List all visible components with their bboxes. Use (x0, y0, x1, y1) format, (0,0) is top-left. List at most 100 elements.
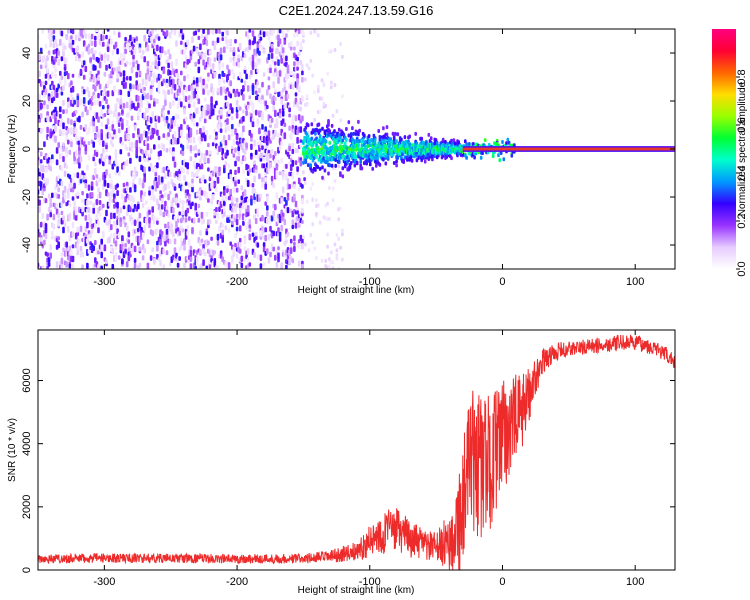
spectrogram-cell (173, 247, 177, 255)
spectrogram-cell (335, 232, 339, 237)
spectrogram-cell (184, 181, 188, 186)
spectrogram-cell (335, 248, 339, 253)
spectrogram-cell (70, 93, 73, 98)
spectrogram-cell (145, 149, 148, 157)
spectrogram-cell (465, 155, 468, 160)
spectrogram-cell (318, 134, 322, 139)
spectrogram-cell (226, 75, 229, 81)
spectrogram-cell (246, 180, 250, 187)
spectrogram-cell (285, 239, 288, 244)
spectrogram-cell (296, 73, 299, 81)
spectrogram-cell (86, 199, 89, 207)
spectrogram-cell (51, 230, 54, 238)
spectrogram-cell (275, 192, 279, 200)
spectrogram-cell (74, 55, 78, 62)
x-tick-label: -200 (226, 276, 248, 288)
spectrogram-cell (385, 125, 389, 130)
spectrogram-cell (55, 92, 59, 98)
spectrogram-cell (267, 35, 271, 41)
spectrogram-cell (71, 29, 75, 35)
spectrogram-cell (253, 175, 256, 183)
spectrogram-cell (322, 83, 326, 87)
spectrogram-cell (286, 64, 290, 71)
spectrogram-cell (278, 38, 282, 45)
spectrogram-cell (60, 252, 64, 257)
spectrogram-cell (293, 46, 296, 51)
spectrogram-cell (221, 236, 224, 243)
spectrogram-cell (281, 186, 285, 194)
spectrogram-cell (299, 126, 303, 133)
spectrogram-cell (119, 104, 123, 109)
spectrogram-cell (243, 237, 247, 245)
spectrogram-cell (253, 160, 256, 165)
spectrogram-cell (84, 65, 88, 73)
y-tick-label: 0 (21, 567, 33, 573)
spectrogram-cell (137, 115, 140, 121)
spectrogram-cell (203, 179, 207, 184)
spectrogram-cell (97, 70, 100, 75)
spectrogram-cell (491, 154, 495, 159)
spectrogram-cell (110, 224, 113, 231)
spectrogram-cell (286, 195, 290, 201)
spectrogram-cell (114, 240, 118, 247)
spectrogram-cell (207, 240, 210, 246)
spectrogram-y-label: Frequency (Hz) (7, 115, 18, 184)
spectrogram-cell (333, 242, 337, 247)
spectrogram-cell (162, 133, 166, 138)
spectrogram-cell (98, 139, 102, 146)
spectrogram-cell (52, 213, 56, 221)
spectrogram-cell (189, 127, 193, 134)
spectrogram-cell (262, 163, 266, 169)
spectrogram-cell (207, 89, 210, 96)
spectrogram-cell (186, 162, 189, 170)
spectrogram-cell (140, 102, 143, 108)
spectrogram-cell (297, 51, 301, 56)
spectrogram-cell (143, 56, 146, 63)
spectrogram-cell (341, 94, 344, 99)
spectrogram-cell (44, 73, 48, 79)
spectrogram-cell (81, 206, 84, 213)
spectrogram-cell (151, 206, 154, 213)
spectrogram-cell (317, 203, 320, 208)
spectrogram-cell (277, 160, 280, 165)
spectrogram-cell (272, 100, 275, 106)
spectrogram-cell (231, 107, 234, 114)
spectrogram-cell (38, 199, 41, 206)
spectrogram-cell (90, 192, 94, 198)
spectrogram-cell (270, 215, 274, 222)
spectrogram-cell (272, 230, 275, 237)
spectrogram-cell (183, 108, 186, 115)
spectrogram-cell (172, 151, 175, 157)
spectrogram-cell (269, 225, 272, 232)
spectrogram-cell (188, 59, 191, 64)
spectrogram-cell (125, 211, 129, 216)
spectrogram-cell (87, 141, 91, 146)
spectrogram-cell (254, 84, 258, 90)
spectrogram-cell (286, 73, 290, 79)
spectrogram-cell (274, 254, 277, 261)
spectrogram-cell (162, 144, 166, 152)
spectrogram-cell (216, 240, 220, 246)
spectrogram-cell (251, 89, 255, 96)
spectrogram-cell (248, 29, 252, 33)
spectrogram-cell (125, 185, 129, 192)
spectrogram-cell (339, 245, 342, 250)
spectrogram-cell (141, 150, 145, 155)
spectrogram-cell (321, 175, 324, 180)
spectrogram-cell (395, 163, 398, 168)
spectrogram-cell (153, 128, 156, 135)
spectrogram-cell (248, 233, 252, 241)
spectrogram-cell (184, 96, 188, 103)
spectrogram-cell (211, 40, 215, 46)
spectrogram-cell (54, 66, 57, 73)
spectrogram-cell (330, 49, 333, 54)
spectrogram-cell (251, 54, 255, 62)
spectrogram-cell (55, 159, 59, 166)
spectrogram-cell (207, 76, 210, 82)
spectrogram-cell (505, 141, 508, 146)
spectrogram-cell (261, 95, 264, 100)
spectrogram-cell (248, 218, 252, 225)
spectrogram-cell (294, 200, 298, 208)
spectrogram-cell (254, 90, 258, 95)
spectrogram-cell (506, 137, 510, 142)
